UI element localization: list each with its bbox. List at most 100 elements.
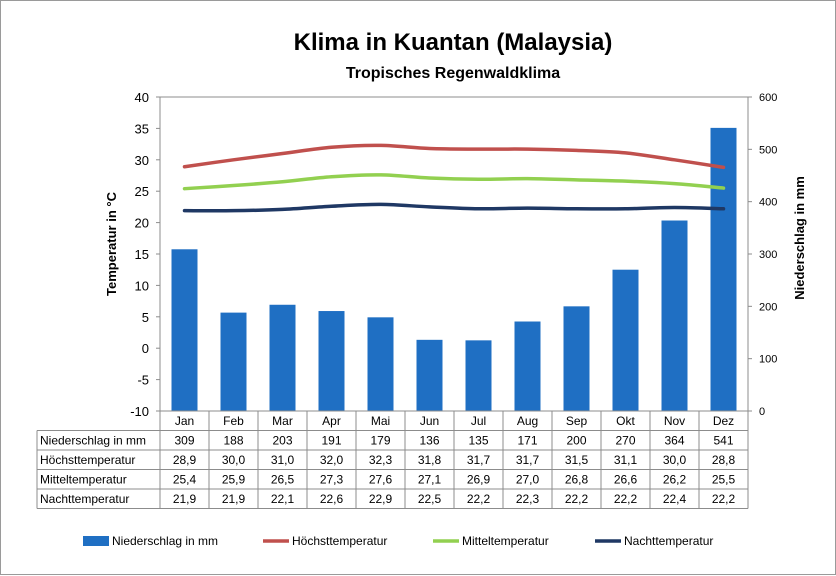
table-cell: 27,0: [516, 473, 540, 487]
month-label: Okt: [616, 414, 635, 428]
y-left-tick-label: 0: [142, 341, 149, 356]
table-cell: 27,1: [418, 473, 442, 487]
y-left-tick-label: 15: [135, 247, 149, 262]
table-cell: 25,4: [173, 473, 197, 487]
table-cell: 270: [615, 434, 635, 448]
y-left-tick-label: -5: [137, 373, 149, 388]
table-cell: 30,0: [663, 453, 687, 467]
chart-subtitle: Tropisches Regenwaldklima: [346, 65, 560, 82]
y-left-tick-label: 20: [135, 216, 149, 231]
table-cell: 22,2: [712, 492, 736, 506]
y-left-tick-label: 30: [135, 153, 149, 168]
table-cell: 22,9: [369, 492, 393, 506]
bar-niederschlag: [710, 127, 737, 412]
y-right-tick-label: 200: [759, 301, 777, 313]
table-cell: 28,9: [173, 453, 197, 467]
table-cell: 22,6: [320, 492, 344, 506]
y-right-tick-label: 500: [759, 144, 777, 156]
line-höchsttemperatur: [182, 143, 726, 170]
table-cell: 31,7: [467, 453, 491, 467]
table-row-header: Niederschlag in mm: [40, 434, 146, 448]
bar-niederschlag: [171, 249, 198, 411]
table-cell: 22,2: [467, 492, 491, 506]
table-cell: 364: [664, 434, 684, 448]
table-cell: 26,6: [614, 473, 638, 487]
table-row-header: Mitteltemperatur: [40, 473, 127, 487]
table-cell: 32,3: [369, 453, 393, 467]
table-cell: 31,1: [614, 453, 638, 467]
table-cell: 309: [174, 434, 194, 448]
table-cell: 179: [370, 434, 390, 448]
legend-label: Nachttemperatur: [624, 534, 713, 548]
month-label: Nov: [664, 414, 685, 428]
month-label: Sep: [566, 414, 588, 428]
legend-swatch-bar: [83, 536, 109, 546]
y-left-tick-label: 5: [142, 310, 149, 325]
table-row-header: Nachttemperatur: [40, 492, 129, 506]
table-cell: 32,0: [320, 453, 344, 467]
table-cell: 22,5: [418, 492, 442, 506]
month-label: Mai: [371, 414, 390, 428]
table-cell: 22,1: [271, 492, 295, 506]
bar-niederschlag: [416, 339, 443, 411]
table-cell: 26,9: [467, 473, 491, 487]
legend-label: Höchsttemperatur: [292, 534, 387, 548]
table-cell: 22,2: [565, 492, 589, 506]
bar-niederschlag: [661, 220, 688, 411]
month-label: Jul: [471, 414, 486, 428]
table-cell: 31,0: [271, 453, 295, 467]
y-right-tick-label: 400: [759, 197, 777, 209]
table-cell: 136: [419, 434, 439, 448]
bar-niederschlag: [514, 321, 541, 411]
table-cell: 22,3: [516, 492, 540, 506]
y-left-tick-label: -10: [130, 404, 149, 419]
month-label: Feb: [223, 414, 244, 428]
table-cell: 30,0: [222, 453, 246, 467]
y-left-tick-label: 35: [135, 121, 149, 136]
y-right-tick-label: 300: [759, 249, 777, 261]
bar-niederschlag: [367, 317, 394, 411]
y-left-tick-label: 10: [135, 278, 149, 293]
month-label: Aug: [517, 414, 538, 428]
table-cell: 541: [713, 434, 733, 448]
bar-niederschlag: [318, 311, 345, 411]
table-cell: 25,5: [712, 473, 736, 487]
month-label: Jan: [175, 414, 194, 428]
data-table: Jan Feb Mar Apr Mai Jun Jul Aug Sep Okt Nov Dez Nied…: [36, 410, 749, 509]
table-cell: 31,7: [516, 453, 540, 467]
table-cell: 21,9: [222, 492, 246, 506]
line-nachttemperatur: [182, 202, 726, 213]
table-cell: 191: [321, 434, 341, 448]
plot-frame: [159, 96, 749, 412]
bar-niederschlag: [612, 269, 639, 411]
table-cell: 26,8: [565, 473, 589, 487]
bar-niederschlag: [465, 340, 492, 411]
line-mitteltemperatur: [182, 173, 726, 191]
month-label: Jun: [420, 414, 439, 428]
y-left-tick-label: 40: [135, 90, 149, 105]
month-label: Apr: [322, 414, 341, 428]
bar-niederschlag: [220, 312, 247, 411]
table-cell: 22,2: [614, 492, 638, 506]
y-left-tick-label: 25: [135, 184, 149, 199]
legend: Niederschlag in mm Höchsttemperatur Mittel…: [83, 534, 713, 548]
bar-niederschlag: [563, 306, 590, 411]
y-right-tick-label: 0: [759, 406, 765, 418]
table-cell: 31,8: [418, 453, 442, 467]
legend-label: Niederschlag in mm: [112, 534, 218, 548]
table-cell: 135: [468, 434, 488, 448]
table-cell: 188: [223, 434, 243, 448]
bar-niederschlag: [269, 304, 296, 411]
y-right-tick-label: 600: [759, 92, 777, 104]
table-cell: 22,4: [663, 492, 687, 506]
month-label: Mar: [272, 414, 293, 428]
table-cell: 28,8: [712, 453, 736, 467]
table-cell: 200: [566, 434, 586, 448]
table-row-header: Höchsttemperatur: [40, 453, 135, 467]
legend-label: Mitteltemperatur: [462, 534, 549, 548]
y-axis-right-title: Niederschlag in mm: [792, 176, 807, 300]
plot-area: 40 35 30 25 20 15 10 5 0 -5 -10 600 500 400 300 200 100 0: [130, 90, 777, 419]
table-cell: 21,9: [173, 492, 197, 506]
